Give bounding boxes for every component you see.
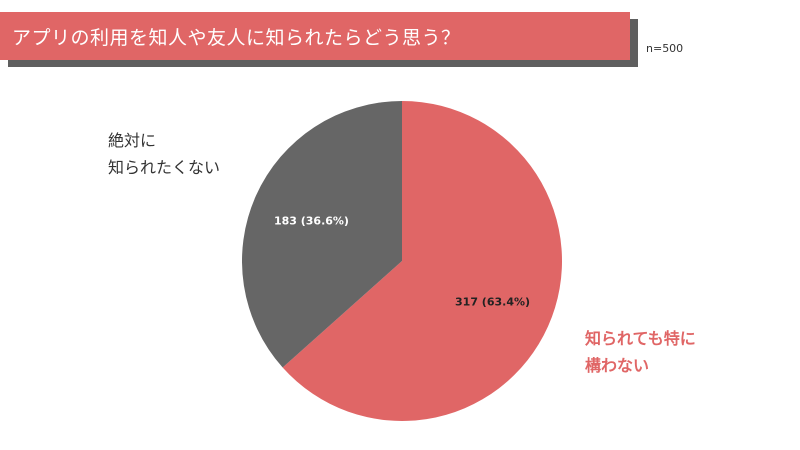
pie-slice-label-1: 183 (36.6%) (274, 214, 349, 227)
chart-title: アプリの利用を知人や友人に知られたらどう思う？ (12, 26, 461, 49)
pie-slice-1 (242, 101, 402, 368)
label-fine-line1: 知られても特に (585, 329, 696, 348)
title-bar: アプリの利用を知人や友人に知られたらどう思う？ (0, 12, 630, 60)
label-never-line1: 絶対に (108, 131, 157, 150)
pie-slice-label-0: 317 (63.4%) (455, 296, 530, 309)
label-never-line2: 知られたくない (108, 158, 221, 177)
pie-slice-0 (282, 101, 562, 422)
label-fine-line2: 構わない (585, 356, 650, 375)
label-fine-if-known: 知られても特に 構わない (585, 325, 696, 379)
label-never-want-known: 絶対に 知られたくない (108, 127, 220, 181)
sample-size: n=500 (646, 42, 684, 55)
